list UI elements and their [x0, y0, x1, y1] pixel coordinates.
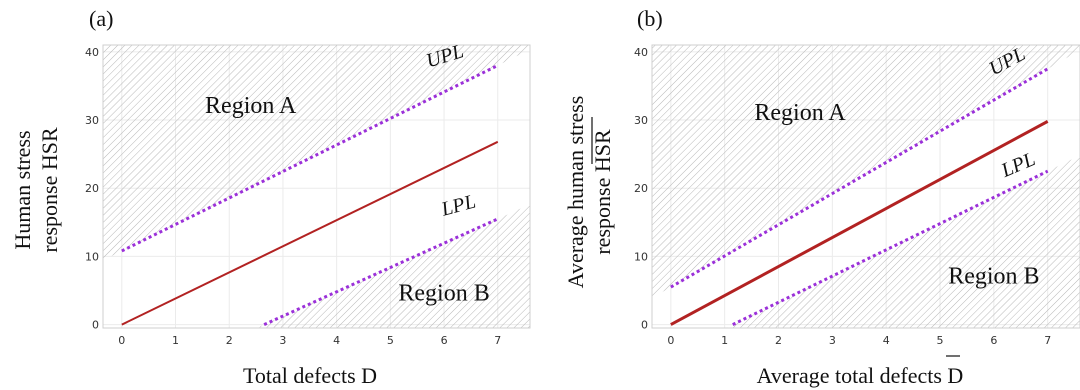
region-b-label: Region B — [398, 281, 489, 307]
y-tick-label: 10 — [85, 250, 99, 263]
center-line — [670, 120, 1049, 326]
lower-limit-line — [732, 169, 1049, 326]
region-b-label: Region B — [948, 264, 1039, 290]
y-axis-title-line2: response HSR — [37, 127, 62, 253]
x-tick-label: 4 — [333, 334, 340, 347]
x-tick-label: 2 — [775, 334, 782, 347]
upper-limit-line — [121, 64, 499, 253]
x-tick-label: 6 — [441, 334, 448, 347]
upper-limit-line — [670, 67, 1049, 289]
region-b-hatch — [103, 204, 530, 328]
x-tick-label: 6 — [990, 334, 997, 347]
region-a-label: Region A — [205, 93, 297, 119]
x-tick-label: 4 — [883, 334, 890, 347]
x-tick-label: 5 — [387, 334, 394, 347]
x-axis-title: Average total defects D — [757, 363, 964, 388]
x-tick-label: 7 — [494, 334, 501, 347]
y-tick-label: 40 — [85, 46, 99, 59]
lower-limit-line — [263, 217, 499, 326]
x-tick-label: 7 — [1044, 334, 1051, 347]
x-axis-title: Total defects D — [243, 363, 377, 388]
x-tick-label: 1 — [172, 334, 179, 347]
x-tick-label: 2 — [226, 334, 233, 347]
y-tick-label: 30 — [85, 114, 99, 127]
x-tick-label: 5 — [937, 334, 944, 347]
plot-frame — [651, 44, 1080, 329]
x-tick-label: 0 — [118, 334, 125, 347]
y-axis-title-line1: Human stress — [10, 130, 35, 249]
x-tick-label: 0 — [667, 334, 674, 347]
region-a-label: Region A — [754, 100, 846, 126]
region-b-hatch — [652, 155, 1080, 328]
center-line — [121, 140, 499, 326]
y-tick-label: 40 — [634, 46, 648, 59]
y-tick-label: 0 — [92, 319, 99, 332]
lpl-label: LPL — [997, 148, 1038, 182]
y-axis-title-line2: response HSR — [590, 129, 615, 255]
y-tick-label: 10 — [634, 250, 648, 263]
y-tick-label: 20 — [634, 182, 648, 195]
y-axis-title-line1: Average human stress — [563, 96, 588, 289]
x-tick-label: 1 — [721, 334, 728, 347]
y-tick-label: 0 — [641, 319, 648, 332]
plot-frame — [102, 44, 531, 329]
y-tick-label: 20 — [85, 182, 99, 195]
x-tick-label: 3 — [279, 334, 286, 347]
y-tick-label: 30 — [634, 114, 648, 127]
panel-label: (a) — [89, 6, 113, 31]
panel-label: (b) — [637, 6, 663, 31]
x-tick-label: 3 — [829, 334, 836, 347]
